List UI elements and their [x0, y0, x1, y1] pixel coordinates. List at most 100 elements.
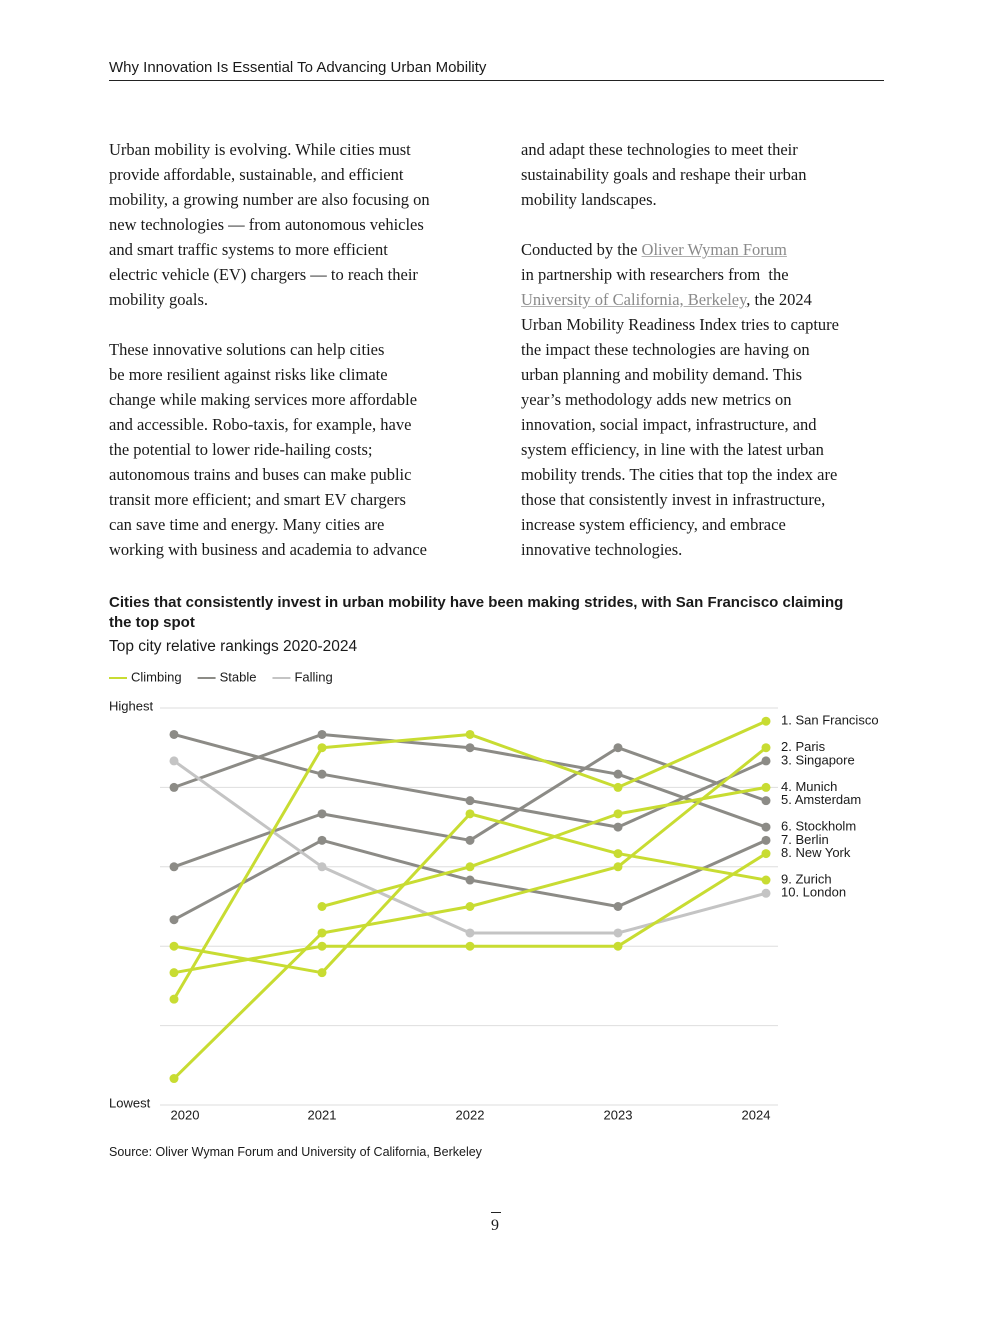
legend-label: Falling: [294, 669, 332, 684]
text-line: Conducted by the Oliver Wyman Forum: [521, 240, 787, 260]
link[interactable]: University of California, Berkeley: [521, 290, 747, 309]
series-label: 8. New York: [781, 845, 851, 860]
link[interactable]: Oliver Wyman Forum: [641, 240, 787, 259]
series-point: [169, 729, 179, 739]
series-point: [613, 928, 623, 938]
chart-title: Cities that consistently invest in urban…: [109, 594, 844, 631]
series-point: [317, 928, 327, 938]
text-line: mobility, a growing number are also focu…: [109, 190, 430, 209]
series-label: 7. Berlin: [781, 832, 829, 847]
series-point: [465, 928, 475, 938]
chart-source: Source: Oliver Wyman Forum and Universit…: [109, 1145, 482, 1159]
text-line: the potential to lower ride-hailing cost…: [109, 440, 373, 459]
series-point: [761, 835, 771, 845]
series-point: [761, 796, 771, 806]
series-line: [173, 759, 767, 935]
series-point: [317, 743, 327, 753]
series-point: [465, 902, 475, 911]
text-line: and smart traffic systems to more effici…: [109, 240, 388, 259]
series-point: [465, 796, 475, 806]
page-number: 9: [491, 1217, 499, 1234]
series-point: [613, 743, 623, 753]
series-label: 9. Zurich: [781, 871, 832, 886]
series-point: [169, 862, 179, 872]
series-point: [761, 888, 771, 898]
y-top-label: Highest: [109, 698, 153, 713]
series-line: [173, 746, 767, 869]
text-line: increase system efficiency, and embrace: [521, 515, 786, 534]
series-point: [465, 862, 475, 872]
text-line: year’s methodology adds new metrics on: [521, 390, 792, 409]
text-line: These innovative solutions can help citi…: [109, 340, 385, 359]
text-line: electric vehicle (EV) chargers — to reac…: [109, 265, 418, 284]
text-line: working with business and academia to ad…: [109, 540, 427, 559]
series-point: [613, 902, 623, 911]
series-line: [173, 812, 767, 975]
series-point: [761, 875, 771, 885]
text-line: change while making services more afford…: [109, 390, 418, 409]
text-line: transit more efficient; and smart EV cha…: [109, 490, 406, 509]
series-point: [317, 968, 327, 978]
series-point: [761, 782, 771, 792]
series-point: [613, 941, 623, 951]
text-line: be more resilient against risks like cli…: [109, 365, 388, 384]
series-point: [169, 941, 179, 951]
series-label: 10. London: [781, 885, 846, 900]
series-point: [465, 835, 475, 845]
series-point: [169, 968, 179, 978]
series-line: [172, 719, 767, 1000]
series-point: [465, 809, 475, 819]
series-point: [169, 756, 179, 766]
legend-label: Climbing: [131, 669, 182, 684]
series-label: 6. Stockholm: [781, 819, 856, 834]
series-label: 1. San Francisco: [781, 713, 879, 728]
text-line: autonomous trains and buses can make pub…: [109, 465, 412, 484]
series-point: [465, 743, 475, 753]
x-tick-label: 2023: [604, 1107, 633, 1122]
series-point: [169, 1074, 179, 1084]
text-line: Urban Mobility Readiness Index tries to …: [521, 315, 840, 334]
series-line: [321, 785, 767, 908]
text-run: , the 2024: [746, 290, 812, 309]
series-point: [613, 822, 623, 832]
text-line: provide affordable, sustainable, and eff…: [109, 165, 404, 184]
series-point: [317, 729, 327, 739]
series-label: 2. Paris: [781, 739, 826, 754]
series-line: [173, 732, 767, 829]
x-tick-label: 2021: [308, 1107, 337, 1122]
text-line: the impact these technologies are having…: [521, 340, 810, 359]
series-line: [173, 838, 767, 922]
y-bottom-label: Lowest: [109, 1095, 151, 1110]
series-label: 4. Munich: [781, 779, 837, 794]
header-title: Why Innovation Is Essential To Advancing…: [109, 59, 487, 76]
series-label: 3. Singapore: [781, 752, 855, 767]
series-point: [169, 782, 179, 792]
text-line: urban planning and mobility demand. This: [521, 365, 803, 384]
series-point: [761, 743, 771, 753]
text-line: University of California, Berkeley, the …: [521, 290, 812, 310]
series-point: [465, 941, 475, 951]
series-point: [613, 809, 623, 819]
text-line: new technologies — from autonomous vehic…: [109, 215, 424, 234]
chart-subtitle: Top city relative rankings 2020-2024: [109, 638, 358, 655]
series-point: [317, 941, 327, 951]
series-point: [169, 915, 179, 925]
series-point: [317, 862, 327, 872]
series-point: [761, 849, 771, 859]
series-line: [172, 746, 767, 1080]
text-line: sustainability goals and reshape their u…: [521, 165, 807, 184]
series-line: [173, 852, 767, 975]
series-point: [317, 835, 327, 845]
text-line: mobility trends. The cities that top the…: [521, 465, 838, 484]
text-line: can save time and energy. Many cities ar…: [109, 515, 385, 534]
series-point: [761, 822, 771, 832]
text-line: in partnership with researchers from the: [521, 265, 789, 284]
series-point: [761, 756, 771, 766]
series-point: [613, 782, 623, 792]
text-line: Urban mobility is evolving. While cities…: [109, 140, 411, 159]
page-dash: [491, 1212, 501, 1213]
series-point: [169, 994, 179, 1004]
series-point: [317, 809, 327, 819]
series-point: [465, 875, 475, 885]
